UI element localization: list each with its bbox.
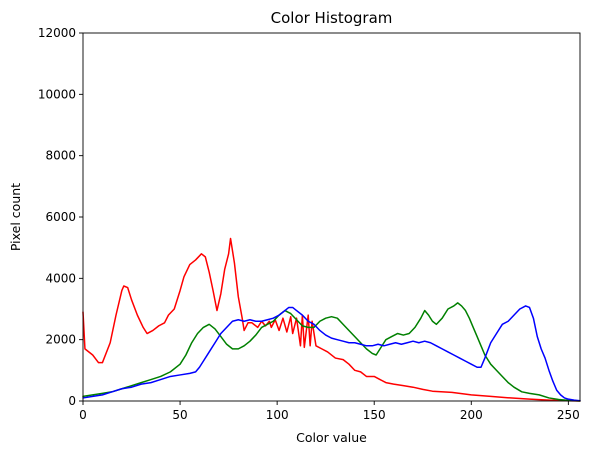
x-tick-label: 100 [266,408,289,422]
y-tick-label: 2000 [45,333,76,347]
x-tick-label: 0 [79,408,87,422]
x-axis-label: Color value [296,430,367,445]
y-tick-label: 6000 [45,210,76,224]
series-line-2 [82,305,581,402]
x-tick-label: 200 [460,408,483,422]
y-axis-ticks: 0 2000 4000 6000 8000 10000 12000 [38,26,83,408]
y-tick-label: 12000 [38,26,76,40]
chart-title: Color Histogram [271,9,393,27]
plot-background [83,33,580,401]
series-line-1 [82,302,581,402]
x-tick-label: 250 [557,408,580,422]
y-tick-label: 0 [68,394,76,408]
plot-area [82,32,581,402]
x-tick-label: 50 [172,408,187,422]
y-tick-label: 10000 [38,87,76,101]
y-tick-label: 4000 [45,271,76,285]
y-axis-label: Pixel count [8,183,23,251]
x-tick-label: 150 [363,408,386,422]
x-axis-ticks: 0 50 100 150 200 250 [79,401,580,422]
series-layer [82,237,581,402]
y-tick-label: 8000 [45,149,76,163]
